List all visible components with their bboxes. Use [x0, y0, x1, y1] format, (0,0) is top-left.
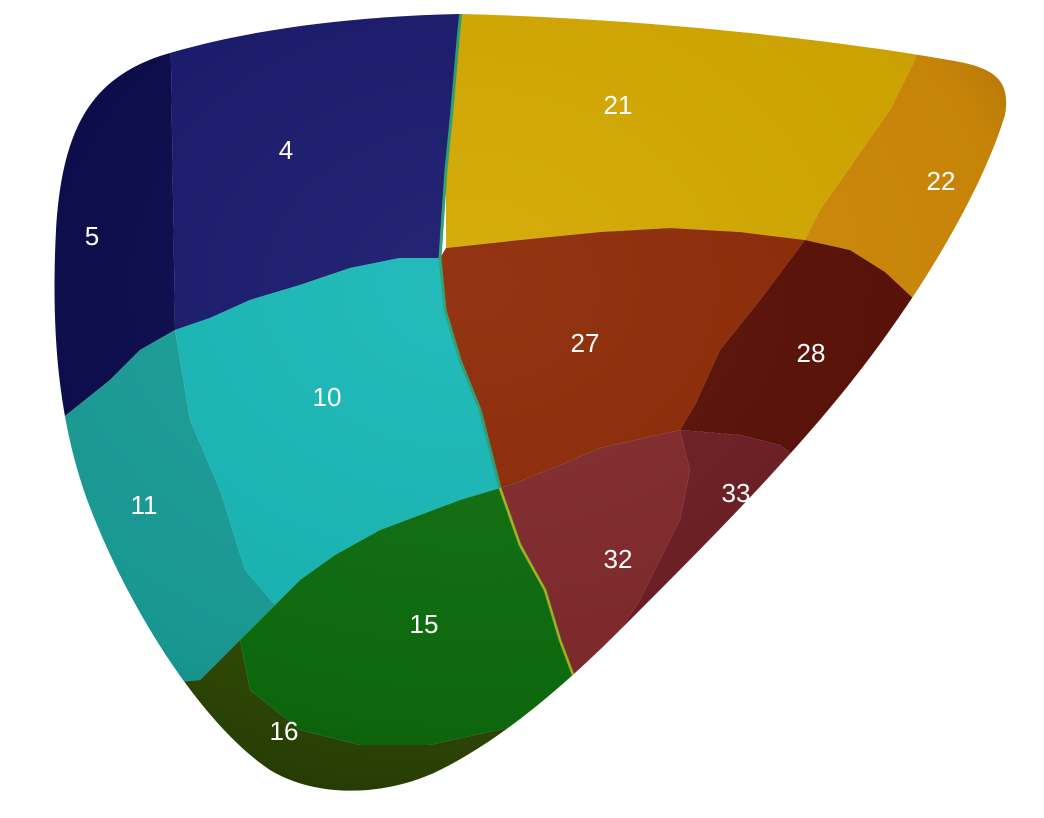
segment-label-15: 15 [410, 609, 439, 639]
segment-label-4: 4 [279, 135, 293, 165]
segment-label-28: 28 [797, 338, 826, 368]
segment-label-21: 21 [604, 90, 633, 120]
segment-label-33: 33 [722, 478, 751, 508]
segment-label-32: 32 [604, 544, 633, 574]
segment-label-10: 10 [313, 382, 342, 412]
segment-labels: 4 5 10 11 15 16 21 22 27 28 32 33 [85, 90, 956, 746]
segment-label-16: 16 [270, 716, 299, 746]
segment-label-5: 5 [85, 221, 99, 251]
segment-label-22: 22 [927, 166, 956, 196]
segment-label-11: 11 [131, 490, 158, 520]
segment-label-27: 27 [571, 328, 600, 358]
